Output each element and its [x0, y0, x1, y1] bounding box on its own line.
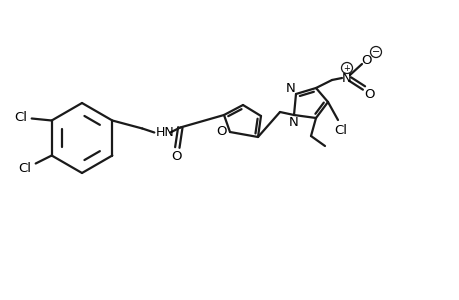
- Text: +: +: [343, 64, 350, 73]
- Text: O: O: [364, 88, 375, 100]
- Text: O: O: [171, 150, 181, 163]
- Text: O: O: [216, 124, 227, 137]
- Text: N: N: [285, 82, 295, 94]
- Text: −: −: [371, 47, 379, 57]
- Text: Cl: Cl: [334, 124, 347, 136]
- Text: Cl: Cl: [14, 111, 27, 124]
- Text: N: N: [341, 71, 351, 85]
- Text: N: N: [289, 116, 298, 128]
- Text: Cl: Cl: [18, 162, 31, 175]
- Text: O: O: [361, 53, 371, 67]
- Text: HN: HN: [156, 126, 174, 139]
